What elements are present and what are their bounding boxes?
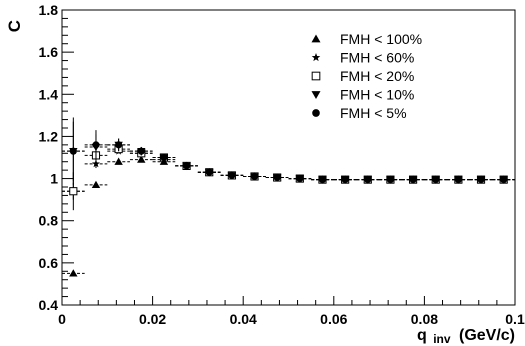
legend-marker	[311, 34, 321, 43]
y-tick-label: 1.6	[39, 44, 59, 60]
legend-marker	[312, 109, 320, 117]
legend-label: FMH < 5%	[340, 105, 407, 121]
y-tick-label: 1.4	[39, 86, 59, 102]
legend-item: FMH < 5%	[312, 105, 407, 121]
data-point	[318, 176, 327, 184]
y-tick-label: 0.6	[39, 255, 59, 271]
legend-item: FMH < 60%	[311, 50, 414, 66]
data-point	[205, 168, 213, 176]
data-point	[409, 176, 417, 184]
data-point	[91, 180, 101, 189]
x-axis-title-unit: (GeV/c)	[459, 327, 515, 344]
x-axis-title: q inv (GeV/c)	[417, 327, 515, 346]
legend-item: FMH < 20%	[311, 68, 414, 84]
data-point	[137, 155, 146, 163]
y-tick-label: 0.4	[39, 297, 59, 313]
legend-label: FMH < 60%	[340, 50, 414, 66]
data-point	[160, 153, 168, 162]
data-point	[69, 147, 77, 155]
legend: FMH < 100% FMH < 60% FMH < 20% FMH < 10% FMH…	[311, 31, 422, 121]
series-5-points	[62, 117, 515, 185]
data-point	[273, 173, 281, 182]
data-point	[115, 141, 123, 149]
data-point	[250, 172, 259, 181]
series-2-points	[62, 146, 515, 200]
data-point	[296, 175, 304, 183]
y-tick-label: 1	[50, 171, 58, 187]
data-marks	[62, 117, 515, 277]
data-point	[500, 176, 508, 184]
y-tick-label: 1.8	[39, 2, 59, 18]
y-tick-label: 1.2	[39, 128, 59, 144]
x-tick-label: 0.04	[230, 311, 257, 327]
data-point	[364, 176, 372, 184]
data-point	[137, 147, 145, 155]
y-tick-label: 0.8	[39, 213, 59, 229]
data-point	[432, 176, 440, 184]
legend-label: FMH < 10%	[340, 87, 414, 103]
legend-marker	[311, 71, 321, 81]
data-point	[386, 176, 394, 184]
data-point	[69, 269, 78, 277]
data-point	[477, 176, 485, 184]
data-point	[69, 187, 78, 196]
series-1-points	[62, 155, 515, 277]
data-point	[183, 162, 191, 170]
legend-item: FMH < 100%	[311, 31, 422, 47]
x-axis-title-main: q	[417, 327, 427, 344]
x-tick-label: 0.02	[139, 311, 166, 327]
series-4-points	[62, 121, 515, 184]
data-point	[341, 176, 349, 184]
data-point	[92, 141, 100, 149]
legend-item: FMH < 10%	[311, 87, 414, 103]
axis-ticks: 0 0.02 0.04 0.06 0.08 0.1 0.4 0.6 0.8 1 1.2 1.4 1.6 1…	[39, 2, 525, 327]
x-tick-label: 0.06	[320, 311, 347, 327]
data-point	[228, 171, 236, 179]
legend-label: FMH < 100%	[340, 31, 422, 47]
x-tick-label: 0	[58, 311, 66, 327]
plot-frame	[61, 9, 516, 306]
data-point	[114, 157, 123, 165]
x-axis-title-subscript: inv	[433, 332, 451, 346]
legend-label: FMH < 20%	[340, 68, 414, 84]
y-axis-title: C	[5, 20, 24, 32]
x-tick-label: 0.08	[411, 311, 438, 327]
legend-marker	[311, 91, 321, 99]
data-point	[454, 176, 462, 184]
x-tick-label: 0.1	[505, 311, 525, 327]
legend-marker	[311, 53, 321, 62]
